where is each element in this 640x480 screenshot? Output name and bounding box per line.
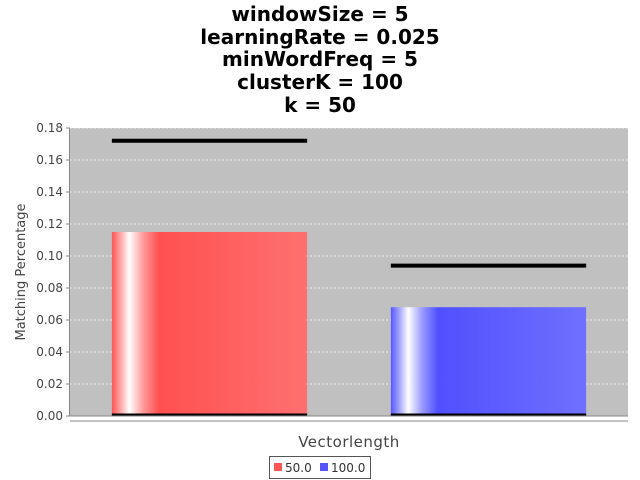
y-axis-label: Matching Percentage [14, 203, 29, 340]
title-line: clusterK = 100 [237, 70, 403, 94]
legend-label: 50.0 [285, 461, 312, 475]
title-line: windowSize = 5 [231, 2, 408, 26]
title-line: k = 50 [284, 93, 356, 117]
x-axis-label: Vectorlength [298, 433, 400, 451]
y-tick-label: 0.18 [36, 121, 63, 135]
title-line: minWordFreq = 5 [222, 47, 418, 71]
legend-label: 100.0 [331, 461, 365, 475]
y-tick-label: 0.12 [36, 217, 63, 231]
y-tick-label: 0.02 [36, 377, 63, 391]
chart-title: windowSize = 5 learningRate = 0.025 minW… [200, 2, 439, 117]
y-tick-label: 0.10 [36, 249, 63, 263]
y-tick-label: 0.16 [36, 153, 63, 167]
legend-swatch-blue [320, 463, 328, 471]
y-tick-label: 0.06 [36, 313, 63, 327]
y-axis-ticks: 0.00 0.02 0.04 0.06 0.08 0.10 0.12 0.14 0.16 0.18 [36, 121, 70, 423]
bar [111, 232, 308, 416]
y-tick-label: 0.04 [36, 345, 63, 359]
bars [111, 138, 587, 417]
title-line: learningRate = 0.025 [200, 25, 439, 49]
legend-swatch-red [274, 463, 282, 471]
bar [390, 307, 587, 416]
y-tick-label: 0.00 [36, 409, 63, 423]
y-tick-label: 0.08 [36, 281, 63, 295]
legend: 50.0 100.0 [269, 456, 371, 479]
y-tick-label: 0.14 [36, 185, 63, 199]
